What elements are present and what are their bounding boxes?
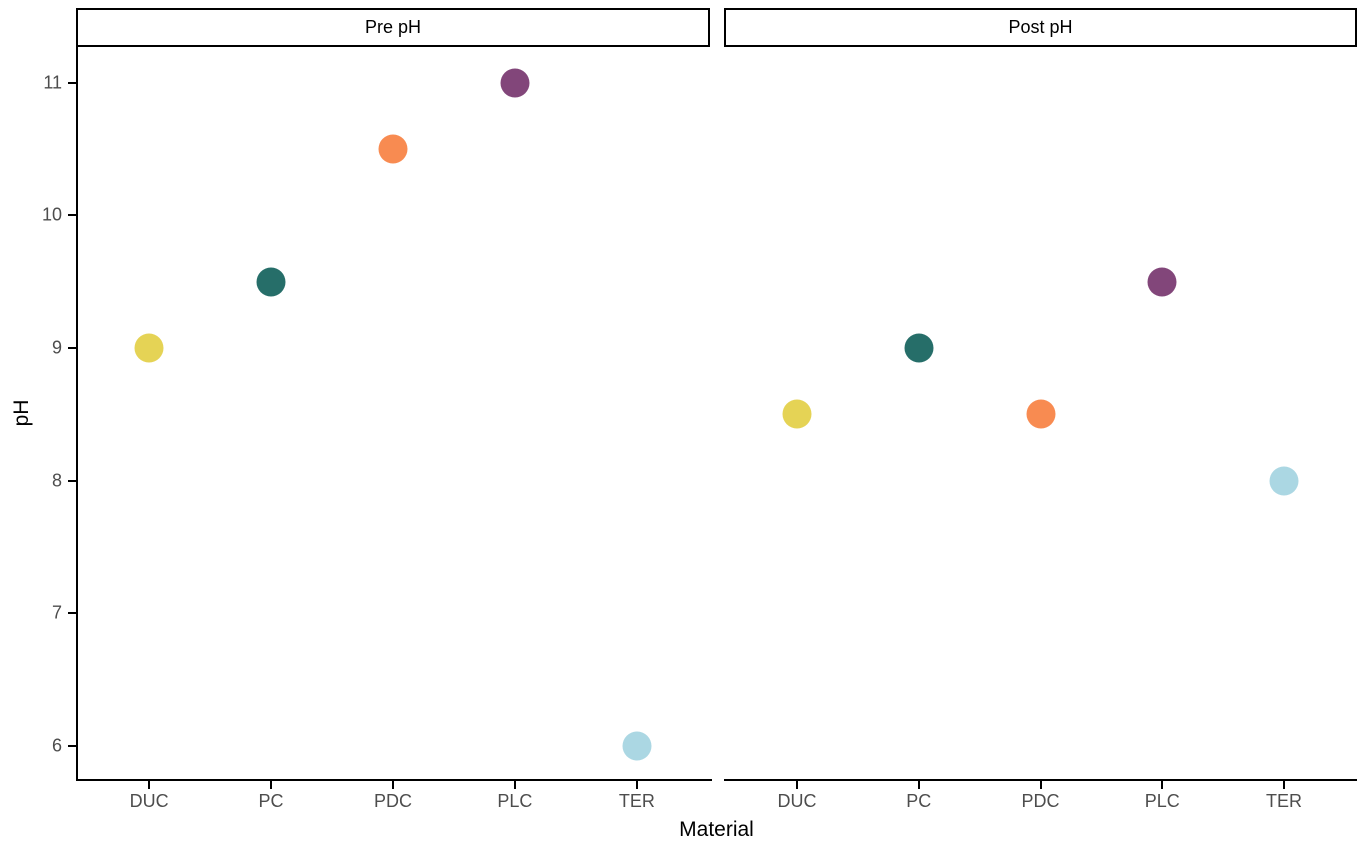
x-tick-label-pc: PC (258, 791, 284, 811)
x-tick-mark (917, 781, 920, 789)
facet-strip-label: Post pH (1008, 17, 1073, 37)
y-tick-label: 8 (51, 470, 62, 491)
y-tick-label: 11 (43, 72, 62, 93)
data-point-duc (134, 333, 164, 363)
x-tick-label-duc: DUC (129, 791, 169, 811)
x-tick-label-pdc: PDC (373, 791, 413, 811)
x-tick-label-pdc: PDC (1021, 791, 1060, 811)
x-tick-mark (392, 781, 394, 789)
data-point-ter (622, 731, 652, 761)
x-tick-mark (148, 781, 151, 789)
data-point-pc (904, 333, 934, 363)
y-tick-label: 6 (51, 735, 62, 756)
data-point-pc (256, 267, 286, 297)
facet-strip-label: Pre pH (364, 17, 422, 37)
data-point-plc (1147, 267, 1177, 297)
y-tick-mark (68, 479, 76, 482)
y-tick-mark (68, 81, 76, 84)
x-axis-title: Material (679, 818, 754, 841)
data-point-pdc (1026, 399, 1055, 429)
panel-pre-ph (76, 47, 712, 781)
x-tick-label-plc: PLC (497, 791, 533, 811)
facet-strip-pre-ph: Pre pH (76, 8, 710, 47)
y-tick-mark (68, 347, 76, 350)
x-tick-label-duc: DUC (777, 791, 817, 811)
y-tick-mark (68, 744, 76, 747)
y-tick-label: 10 (41, 204, 62, 225)
x-tick-mark (1161, 781, 1164, 789)
data-point-pdc (378, 134, 408, 164)
x-tick-label-plc: PLC (1144, 791, 1180, 811)
data-point-ter (1269, 466, 1299, 496)
x-tick-mark (1039, 781, 1042, 789)
x-tick-label-ter: TER (618, 791, 655, 811)
x-tick-mark (635, 781, 638, 789)
data-point-plc (500, 68, 530, 98)
data-point-duc (782, 399, 812, 429)
y-tick-label: 7 (51, 602, 62, 623)
x-tick-mark (270, 781, 273, 789)
facet-strip-post-ph: Post pH (724, 8, 1357, 47)
x-tick-mark (796, 781, 799, 789)
x-tick-mark (513, 781, 516, 789)
x-tick-label-pc: PC (906, 791, 932, 811)
y-tick-mark (68, 612, 76, 615)
y-tick-mark (68, 214, 76, 217)
x-tick-label-ter: TER (1265, 791, 1302, 811)
y-tick-label: 9 (51, 337, 62, 358)
y-axis-title: pH (10, 399, 33, 427)
x-tick-mark (1282, 781, 1285, 789)
